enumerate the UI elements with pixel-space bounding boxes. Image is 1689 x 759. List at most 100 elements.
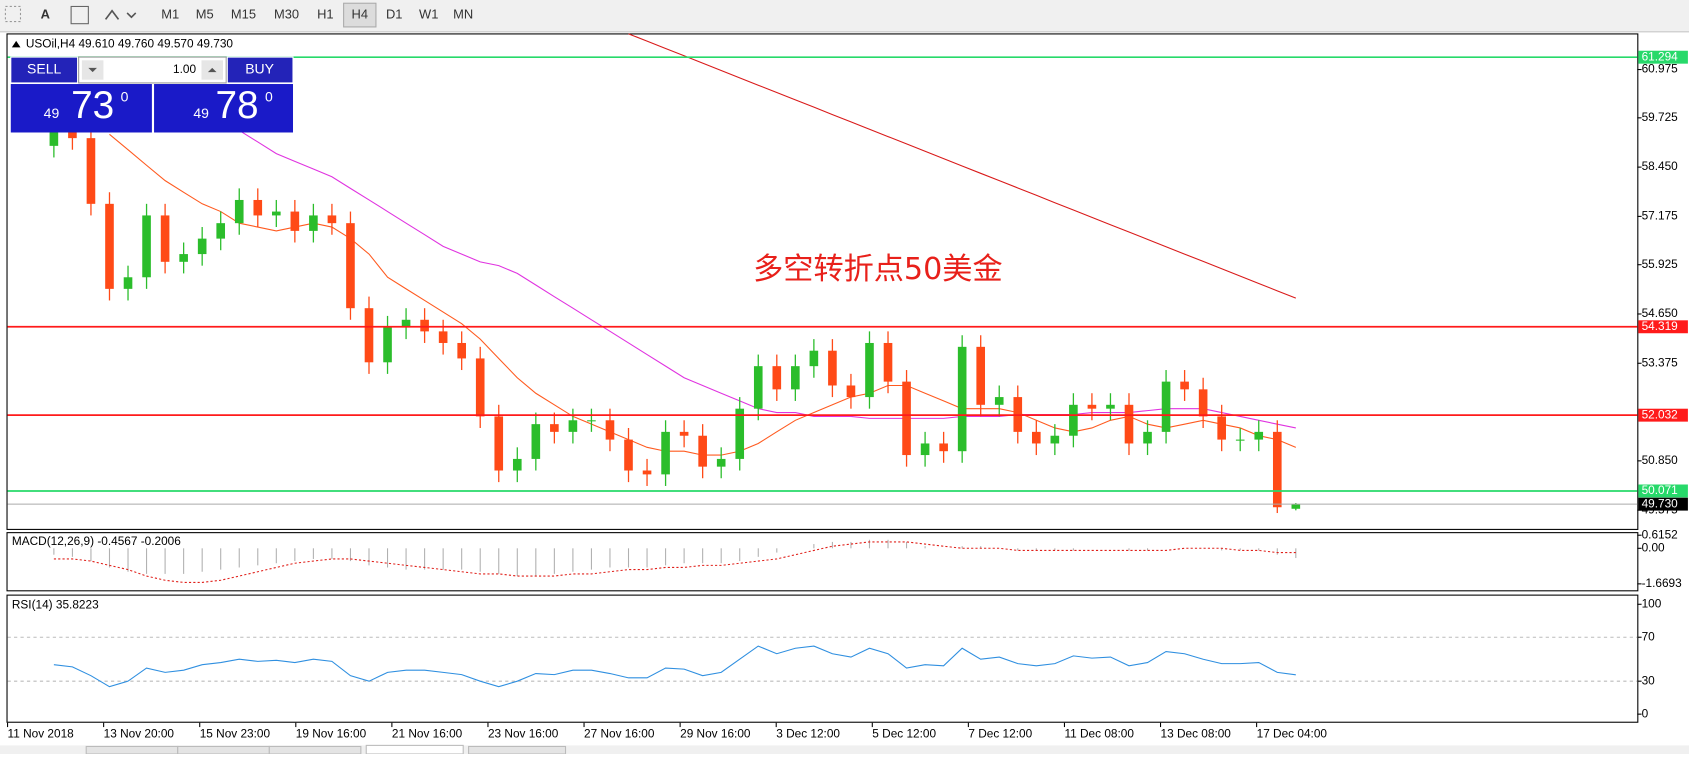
moving-average	[628, 33, 1297, 299]
chart-header: USOil,H4 49.610 49.760 49.570 49.730	[26, 36, 234, 50]
sell-button[interactable]	[10, 56, 79, 84]
up-arrow	[207, 67, 217, 73]
x-tick-label: 5 Dec 12:00	[872, 727, 936, 741]
candle-body	[346, 223, 355, 309]
timeframe-button[interactable]	[154, 3, 187, 27]
rsi-tick-label: 30	[1642, 673, 1656, 687]
tab[interactable]	[85, 745, 179, 755]
timeframe-button[interactable]	[222, 3, 264, 27]
candle-body	[457, 342, 466, 359]
candle-body	[976, 346, 986, 405]
annotation: 多空转折点50美金	[753, 252, 1002, 287]
candle-body	[642, 470, 652, 475]
down-arrow	[88, 67, 97, 73]
candle-body	[1124, 404, 1134, 444]
sell-sup: 0	[121, 89, 129, 105]
candle-body	[383, 327, 392, 363]
level-tag	[1638, 497, 1688, 511]
x-tick-label: 13 Dec 08:00	[1161, 727, 1232, 741]
timeframe-label: H1	[317, 6, 334, 21]
candle-body	[957, 346, 967, 452]
buy-button[interactable]	[226, 56, 294, 84]
candle-body	[1217, 416, 1226, 440]
timeframe-button[interactable]	[188, 3, 221, 27]
candle-body	[234, 199, 244, 224]
macd-signal	[53, 541, 1296, 583]
trade-panel: SELL 1.00 BUY 49 73 0 49 78 0	[10, 56, 294, 133]
rsi-label: RSI(14) 35.8223	[12, 597, 99, 611]
candle-body	[1069, 404, 1078, 436]
candle-body	[1106, 404, 1115, 409]
level-tag	[1638, 50, 1688, 64]
x-tick-label: 11 Nov 2018	[8, 727, 75, 741]
timeframe-label: MN	[453, 6, 473, 21]
candle-body	[68, 130, 77, 139]
candle-body	[512, 458, 522, 471]
timeframe-button[interactable]	[309, 3, 342, 27]
macd-tick-label: -1.6693	[1642, 576, 1683, 590]
candle-body	[939, 443, 948, 452]
candle-body	[1254, 431, 1264, 440]
candle-body	[1235, 439, 1245, 441]
volume-value: 1.00	[173, 62, 196, 76]
candle-body	[902, 381, 911, 456]
candle-body	[531, 424, 541, 459]
tab[interactable]	[468, 745, 567, 755]
candle-body	[160, 215, 170, 262]
y-tick-label: 57.175	[1642, 209, 1679, 223]
label-tool[interactable]	[70, 5, 89, 25]
candle-body	[438, 331, 448, 343]
candle-body	[253, 199, 263, 216]
y-tick-label: 53.375	[1642, 355, 1679, 369]
sell-prefix: 49	[44, 105, 60, 121]
candle-body	[679, 431, 689, 436]
y-tick-label: 58.450	[1642, 159, 1679, 173]
level-tag	[1638, 408, 1688, 422]
x-tick-label: 17 Dec 04:00	[1257, 727, 1328, 741]
tab[interactable]	[177, 745, 270, 755]
sell-price-box[interactable]	[10, 84, 152, 133]
candle-body	[49, 130, 59, 146]
timeframe-button[interactable]	[343, 2, 377, 28]
candle-body	[587, 420, 596, 422]
timeframe-label: W1	[419, 6, 438, 21]
timeframe-button[interactable]	[447, 3, 480, 27]
macd-label: MACD(12,26,9) -0.4567 -0.2006	[12, 534, 181, 548]
shapes-tool[interactable]	[104, 9, 137, 20]
buy-price-box[interactable]	[154, 84, 294, 133]
level-tag	[1638, 484, 1688, 498]
x-tick-label: 3 Dec 12:00	[776, 727, 840, 741]
text-tool[interactable]: A	[41, 6, 50, 21]
candle-body	[920, 443, 930, 456]
timeframe-label: M5	[196, 6, 214, 21]
timeframe-button[interactable]	[266, 3, 308, 27]
tab[interactable]	[268, 745, 362, 755]
macd-tick-label: 0.6152	[1642, 527, 1678, 541]
tab-active[interactable]	[365, 744, 464, 755]
rsi-tick-label: 100	[1642, 596, 1662, 610]
x-tick-label: 15 Nov 23:00	[200, 727, 271, 741]
sell-text: SELL	[27, 61, 61, 77]
candle-body	[1087, 404, 1097, 409]
candle-body	[1272, 431, 1282, 508]
rsi-tick-label: 70	[1642, 629, 1656, 643]
timeframe-button[interactable]	[412, 3, 445, 27]
candle-body	[494, 416, 504, 471]
candle-body	[290, 211, 300, 231]
candle-body	[994, 397, 1004, 405]
level-label: 50.071	[1642, 483, 1678, 497]
level-label: 54.319	[1642, 319, 1679, 333]
timeframes: M1 M5 M15 M30 H1 H4 D1 W1 MN	[154, 2, 480, 28]
candle-body	[1198, 389, 1208, 417]
candle-body	[1291, 504, 1301, 509]
x-tick-label: 7 Dec 12:00	[968, 727, 1032, 741]
buy-prefix: 49	[193, 105, 209, 121]
candle-body	[309, 215, 318, 231]
macd-tick-label: 0.00	[1642, 540, 1665, 554]
x-tick-label: 27 Nov 16:00	[584, 727, 655, 741]
x-tick-label: 21 Nov 16:00	[392, 727, 463, 741]
timeframe-button[interactable]	[378, 3, 411, 27]
timeframe-label: H4	[352, 6, 369, 21]
